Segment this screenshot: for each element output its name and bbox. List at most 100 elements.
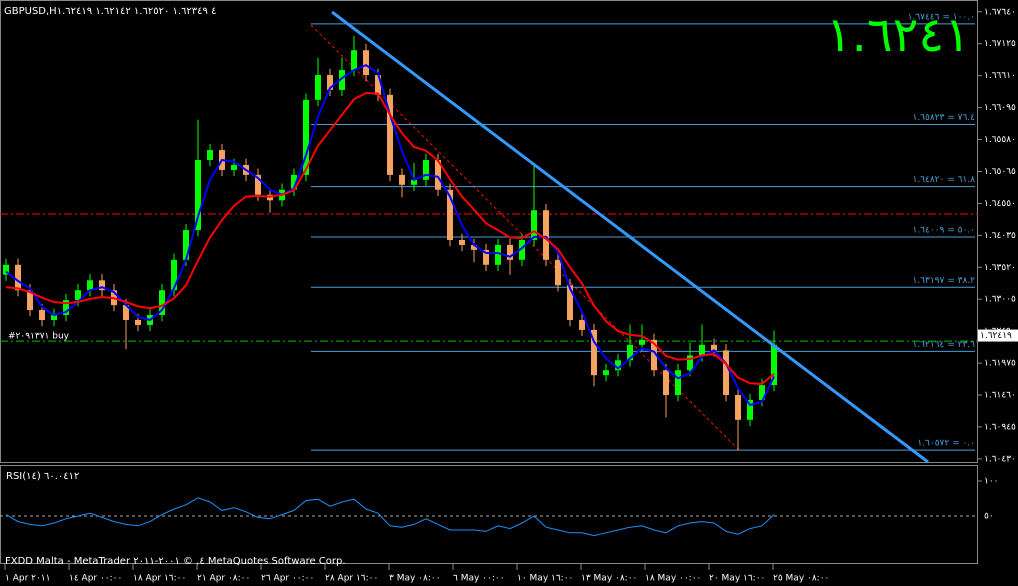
y-tick-label: ١.٦٣٥٢٠ <box>984 263 1016 273</box>
candle-body <box>399 174 405 185</box>
candle-body <box>231 164 237 170</box>
y-tick-label: ١.٦٤٠٣٥ <box>984 231 1016 241</box>
candle-body <box>447 189 453 240</box>
candle-body <box>351 50 357 71</box>
candle-body <box>411 179 417 185</box>
y-tick-label: ١.٦١٩٧٥ <box>984 359 1016 369</box>
candle-body <box>171 259 177 291</box>
candle-body <box>39 310 45 320</box>
trend-line <box>331 10 929 464</box>
marks: ٠.٠ = ١.٦٠٥٧٢ ٢٣.٦ = ١.٦٢١٦٤ ٣٨.٢ = ١.٦٣١٩… <box>0 12 978 451</box>
y-tick-label: ١.٦٠٩٤٥ <box>984 422 1016 432</box>
footer: FXDD Malta - MetaTrader ٤, © ٢٠٠١-٢٠١١ M… <box>5 556 346 567</box>
candle-body <box>51 315 57 320</box>
y-tick-label: ١.٦٥٥٨٠ <box>984 135 1016 145</box>
candle-body <box>579 319 585 330</box>
y-tick-label: ١.٦٧٦٤٠ <box>984 7 1016 17</box>
candle-body <box>675 370 681 396</box>
x-tick-label: ٦ May ٠٠:٠٠ <box>453 574 505 584</box>
x-tick-label: ٢٨ Apr ١٦:٠٠ <box>325 574 378 584</box>
candle-body <box>639 339 645 345</box>
y-tick-label: ١.٦١٤٦٠ <box>984 391 1016 401</box>
fibo-label: ١٠٠.٠ = ١.٦٧٤٤٦ <box>908 12 975 22</box>
candle-body <box>303 99 309 175</box>
y-tick-label: ١.٦٦٦١٠ <box>984 71 1016 81</box>
x-tick-label: ١٨ May ٠٠:٠٠ <box>645 574 701 584</box>
price-box-label: ١.٦٢٤١٩ <box>980 331 1012 341</box>
y-tick-label: ١.٦٠٤٣٠ <box>984 454 1016 464</box>
candle-body <box>603 370 609 376</box>
candle-body <box>735 395 741 420</box>
candle-body <box>555 259 561 286</box>
candle-body <box>123 305 129 320</box>
candle-body <box>195 159 201 231</box>
y-tick-label: ١.٦٥٠٦٥ <box>984 167 1016 177</box>
candle-body <box>627 344 633 361</box>
rsi-pane-border <box>0 465 978 564</box>
candle-body <box>255 174 261 195</box>
candle-body <box>435 159 441 190</box>
rsi-label: RSI(١٤) ٦٠.٠٤١٢ <box>6 471 79 482</box>
candle-body <box>543 210 549 260</box>
x-tick-label: ١٠ May ١٦:٠٠ <box>517 574 573 584</box>
candle-body <box>531 210 537 240</box>
candle-body <box>687 355 693 371</box>
main-pane-border <box>0 0 978 463</box>
y-tick-label: ١.٦٣٠٠٥ <box>984 295 1016 305</box>
x-tick-label: ١٣ May ٠٨:٠٠ <box>581 574 637 584</box>
candle-body <box>339 70 345 90</box>
x-tick-label: ١٨ Apr ١٦:٠٠ <box>133 574 186 584</box>
chart-title: GBPUSD,H٤ ١.٦٢٣٤٩ ١.٦٢٥٢٠ ١.٦٢١٤٢ ١.٦٢٤١… <box>4 6 216 17</box>
big-price: ١.٦٢٤١ <box>826 7 970 63</box>
y-tick-label: ١.٦٧١٢٥ <box>984 39 1016 49</box>
candle-body <box>183 230 189 260</box>
candle-body <box>651 339 657 371</box>
candle-body <box>471 244 477 250</box>
candle-body <box>699 344 705 356</box>
candle-body <box>747 399 753 420</box>
x-tick-label: ١ Apr ٢٠١١ <box>5 574 50 584</box>
x-tick-label: ٢٦ Apr ٠٠:٠٠ <box>261 574 314 584</box>
rsi-line <box>5 497 775 537</box>
candle-body <box>315 75 321 100</box>
candle-body <box>291 174 297 190</box>
x-tick-label: ٢٠ May ١٦:٠٠ <box>709 574 765 584</box>
candle-body <box>375 75 381 95</box>
y-tick-label: ١.٦٤٥٥٠ <box>984 199 1016 209</box>
candle-body <box>723 350 729 396</box>
candle-body <box>567 285 573 320</box>
candle-body <box>771 344 777 386</box>
candle-body <box>135 319 141 325</box>
candle-body <box>3 264 9 275</box>
price-box <box>978 329 1018 342</box>
candle-body <box>27 290 33 311</box>
candle-body <box>159 290 165 316</box>
candle-body <box>75 290 81 301</box>
candle-body <box>759 385 765 400</box>
fibo-label: ٢٣.٦ = ١.٦٢١٦٤ <box>912 340 975 350</box>
fibo-label: ٣٨.٢ = ١.٦٣١٩٧ <box>912 276 975 286</box>
x-tick-label: ٣ May ٠٨:٠٠ <box>389 574 441 584</box>
y-tick-label: ١.٦٦٠٩٥ <box>984 103 1016 113</box>
candle-body <box>615 360 621 371</box>
candle-body <box>495 244 501 265</box>
candle-body <box>207 150 213 160</box>
x-tick-label: ٢٥ May ٠٨:٠٠ <box>773 574 829 584</box>
candle-body <box>15 264 21 291</box>
rsi-tick-label: ٥٠ <box>984 512 994 522</box>
fibo-label: ٦١.٨ = ١.٦٤٨٢٠ <box>912 175 975 185</box>
candle-body <box>327 75 333 90</box>
candle-body <box>519 239 525 260</box>
candle-body <box>63 300 69 316</box>
candle-body <box>507 244 513 260</box>
fibo-label: ٥٠.٠ = ١.٦٤٠٠٩ <box>912 225 975 235</box>
x-tick-label: ١٤ Apr ٠٠:٠٠ <box>69 574 122 584</box>
fibo-label: ٧٦.٤ = ١.٦٥٨٢٣ <box>912 113 975 123</box>
fibo-label: ٠.٠ = ١.٦٠٥٧٢ <box>917 439 975 449</box>
candle-body <box>387 94 393 175</box>
candle-body <box>483 249 489 265</box>
candle-body <box>591 329 597 376</box>
